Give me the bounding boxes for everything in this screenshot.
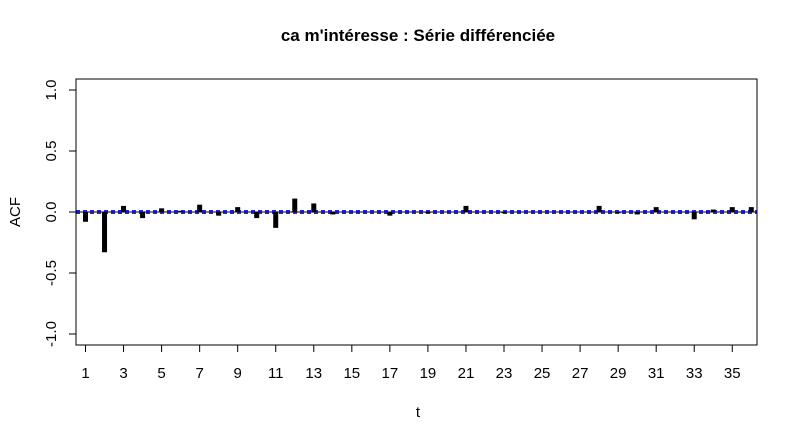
x-tick-label: 31 bbox=[648, 365, 665, 382]
y-tick-label: -0.5 bbox=[43, 260, 60, 286]
x-axis-label: t bbox=[416, 404, 421, 421]
y-tick-label: 0.5 bbox=[43, 141, 60, 162]
x-tick-label: 27 bbox=[572, 365, 589, 382]
x-tick-label: 11 bbox=[268, 365, 284, 382]
y-tick-label: 1.0 bbox=[43, 80, 60, 101]
x-tick-label: 21 bbox=[458, 365, 475, 382]
x-tick-label: 25 bbox=[534, 365, 551, 382]
y-tick-label: -1.0 bbox=[43, 321, 60, 347]
x-tick-label: 1 bbox=[81, 365, 89, 382]
plot-layer: 1 3 5 7 9 11 13 15 17 19 21 23 25 27 29 31 33 35-1.0-0.50… bbox=[43, 80, 757, 382]
chart-title: ca m'intéresse : Série différenciée bbox=[281, 26, 555, 45]
x-tick-label: 9 bbox=[234, 365, 242, 382]
y-axis-label: ACF bbox=[7, 197, 24, 227]
x-tick-label: 29 bbox=[610, 365, 627, 382]
x-tick-label: 35 bbox=[724, 365, 741, 382]
x-tick-label: 7 bbox=[195, 365, 203, 382]
x-tick-label: 33 bbox=[686, 365, 703, 382]
x-tick-label: 5 bbox=[157, 365, 165, 382]
x-tick-label: 23 bbox=[496, 365, 513, 382]
y-tick-label: 0.0 bbox=[43, 202, 60, 223]
x-tick-label: 3 bbox=[119, 365, 127, 382]
x-tick-label: 15 bbox=[343, 365, 360, 382]
x-tick-label: 19 bbox=[420, 365, 437, 382]
x-tick-label: 17 bbox=[382, 365, 399, 382]
x-tick-label: 13 bbox=[305, 365, 322, 382]
